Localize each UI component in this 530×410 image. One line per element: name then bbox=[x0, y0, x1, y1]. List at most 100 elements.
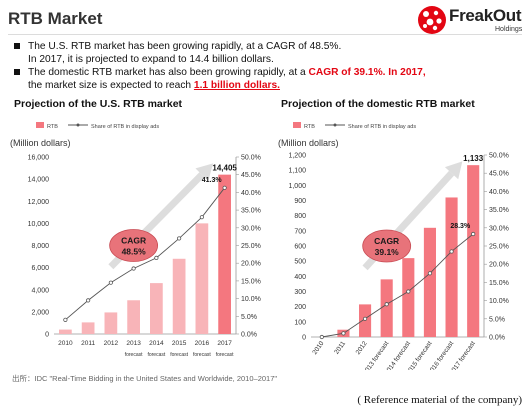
title-divider bbox=[8, 34, 522, 35]
bullet-domestic-market: The domestic RTB market has also been gr… bbox=[12, 66, 522, 92]
cagr-value: 39.1% bbox=[375, 247, 400, 257]
bar-2014-forecast bbox=[402, 258, 415, 337]
y-tick-label: 1,000 bbox=[288, 183, 306, 190]
y-tick-label: 0 bbox=[302, 335, 306, 342]
legend-line-marker bbox=[76, 123, 80, 127]
bullet-us-market: The U.S. RTB market has been growing rap… bbox=[12, 40, 522, 66]
cagr-label: CAGR bbox=[374, 236, 399, 246]
share-point bbox=[222, 185, 227, 190]
y2-tick-label: 25.0% bbox=[241, 243, 261, 250]
last-bar-value-label: 1,133 bbox=[463, 154, 484, 163]
share-point bbox=[341, 331, 346, 336]
bar-2016-forecast bbox=[445, 197, 458, 337]
share-point bbox=[131, 266, 136, 271]
domestic-rtb-chart: RTB Share of RTB in display ads (Million d… bbox=[278, 122, 509, 370]
y-tick-label: 500 bbox=[294, 259, 306, 266]
share-point bbox=[86, 298, 91, 303]
bullet-square-icon bbox=[14, 69, 20, 75]
summary-bullets: The U.S. RTB market has been growing rap… bbox=[12, 40, 522, 92]
bullet-domestic-line1: The domestic RTB market has also been gr… bbox=[28, 66, 522, 79]
y-tick-label: 6,000 bbox=[31, 265, 49, 272]
y2-tick-label: 25.0% bbox=[489, 244, 509, 251]
forecast-label: forecast bbox=[125, 352, 143, 358]
share-line bbox=[65, 187, 225, 321]
y-tick-label: 1,200 bbox=[288, 153, 306, 160]
bullet-domestic-line2: the market size is expected to reach 1.1… bbox=[28, 79, 522, 92]
bar-2013-forecast bbox=[380, 279, 393, 337]
forecast-label: forecast bbox=[170, 352, 188, 358]
y2-tick-label: 30.0% bbox=[489, 225, 509, 232]
logo-name: FreakOut bbox=[449, 6, 522, 25]
share-point bbox=[177, 236, 182, 241]
legend-bar-swatch bbox=[36, 122, 44, 128]
y2-tick-label: 10.0% bbox=[489, 298, 509, 305]
y-tick-label: 900 bbox=[294, 198, 306, 205]
y-tick-label: 14,000 bbox=[28, 177, 50, 184]
y2-tick-label: 40.0% bbox=[489, 189, 509, 196]
us-chart-title: Projection of the U.S. RTB market bbox=[14, 98, 183, 110]
y-tick-label: 800 bbox=[294, 213, 306, 220]
y-tick-label: 8,000 bbox=[31, 243, 49, 250]
share-point bbox=[449, 249, 454, 254]
y-axis-unit-label: (Million dollars) bbox=[278, 138, 339, 148]
y2-tick-label: 20.0% bbox=[241, 261, 261, 268]
cagr-badge bbox=[109, 229, 159, 262]
share-point bbox=[384, 302, 389, 307]
trend-arrow-head bbox=[444, 161, 463, 180]
logo-subtitle: Holdings bbox=[495, 26, 523, 33]
reference-note: ( Reference material of the company) bbox=[357, 394, 522, 406]
forecast-label: forecast bbox=[193, 352, 211, 358]
legend-line-label: Share of RTB in display ads bbox=[348, 124, 416, 130]
share-point bbox=[154, 255, 159, 260]
y2-tick-label: 35.0% bbox=[489, 207, 509, 214]
y-tick-label: 16,000 bbox=[28, 155, 50, 162]
y-tick-label: 600 bbox=[294, 244, 306, 251]
y2-tick-label: 35.0% bbox=[241, 208, 261, 215]
y-tick-label: 4,000 bbox=[31, 287, 49, 294]
y2-tick-label: 15.0% bbox=[489, 280, 509, 287]
bar-2017 bbox=[218, 174, 231, 334]
x-tick-label: 2017 bbox=[217, 340, 232, 347]
y-tick-label: 0 bbox=[45, 332, 49, 339]
legend-bar-swatch bbox=[293, 122, 301, 128]
bullet-square-icon bbox=[14, 43, 20, 49]
x-tick-label: 2010 bbox=[311, 340, 325, 356]
us-rtb-chart: RTB Share of RTB in display ads (Million d… bbox=[10, 122, 261, 358]
legend-line-label: Share of RTB in display ads bbox=[91, 124, 159, 130]
bullet-us-line2: In 2017, it is projected to expand to 14… bbox=[28, 54, 274, 65]
y-axis-unit-label: (Million dollars) bbox=[10, 138, 71, 148]
y-tick-label: 200 bbox=[294, 304, 306, 311]
y2-tick-label: 40.0% bbox=[241, 190, 261, 197]
y2-tick-label: 10.0% bbox=[241, 296, 261, 303]
x-tick-label: 2012 bbox=[104, 340, 119, 347]
bullet-us-line1: The U.S. RTB market has been growing rap… bbox=[28, 41, 342, 52]
share-value-label: 28.3% bbox=[450, 223, 471, 230]
bar-2017-forecast bbox=[467, 165, 480, 337]
y-tick-label: 12,000 bbox=[28, 199, 50, 206]
share-point bbox=[471, 231, 476, 237]
x-tick-label: 2011 bbox=[333, 340, 347, 356]
x-tick-label: 2010 bbox=[58, 340, 73, 347]
x-tick-label: 2013 bbox=[126, 340, 141, 347]
y2-tick-label: 30.0% bbox=[241, 225, 261, 232]
bar-2016 bbox=[195, 223, 209, 334]
x-tick-label: 2015 bbox=[172, 340, 187, 347]
legend-bar-label: RTB bbox=[304, 124, 315, 130]
share-point bbox=[406, 289, 411, 294]
y-tick-label: 300 bbox=[294, 289, 306, 296]
y-tick-label: 1,100 bbox=[288, 168, 306, 175]
bullet-domestic-line2-text: the market size is expected to reach bbox=[28, 80, 194, 91]
y-tick-label: 2,000 bbox=[31, 309, 49, 316]
bar-2015-forecast bbox=[423, 227, 436, 337]
y-tick-label: 700 bbox=[294, 228, 306, 235]
bar-2011 bbox=[81, 322, 95, 334]
y2-tick-label: 45.0% bbox=[241, 172, 261, 179]
share-point bbox=[63, 317, 68, 322]
legend-line-marker bbox=[333, 123, 337, 127]
last-bar-value-label: 14,405 bbox=[212, 164, 237, 173]
share-point bbox=[199, 215, 204, 220]
bullet-domestic-size-highlight: 1.1 billion dollars. bbox=[193, 80, 280, 91]
bar-2014 bbox=[150, 283, 163, 334]
y-tick-label: 100 bbox=[294, 319, 306, 326]
y2-tick-label: 5.0% bbox=[489, 316, 505, 323]
